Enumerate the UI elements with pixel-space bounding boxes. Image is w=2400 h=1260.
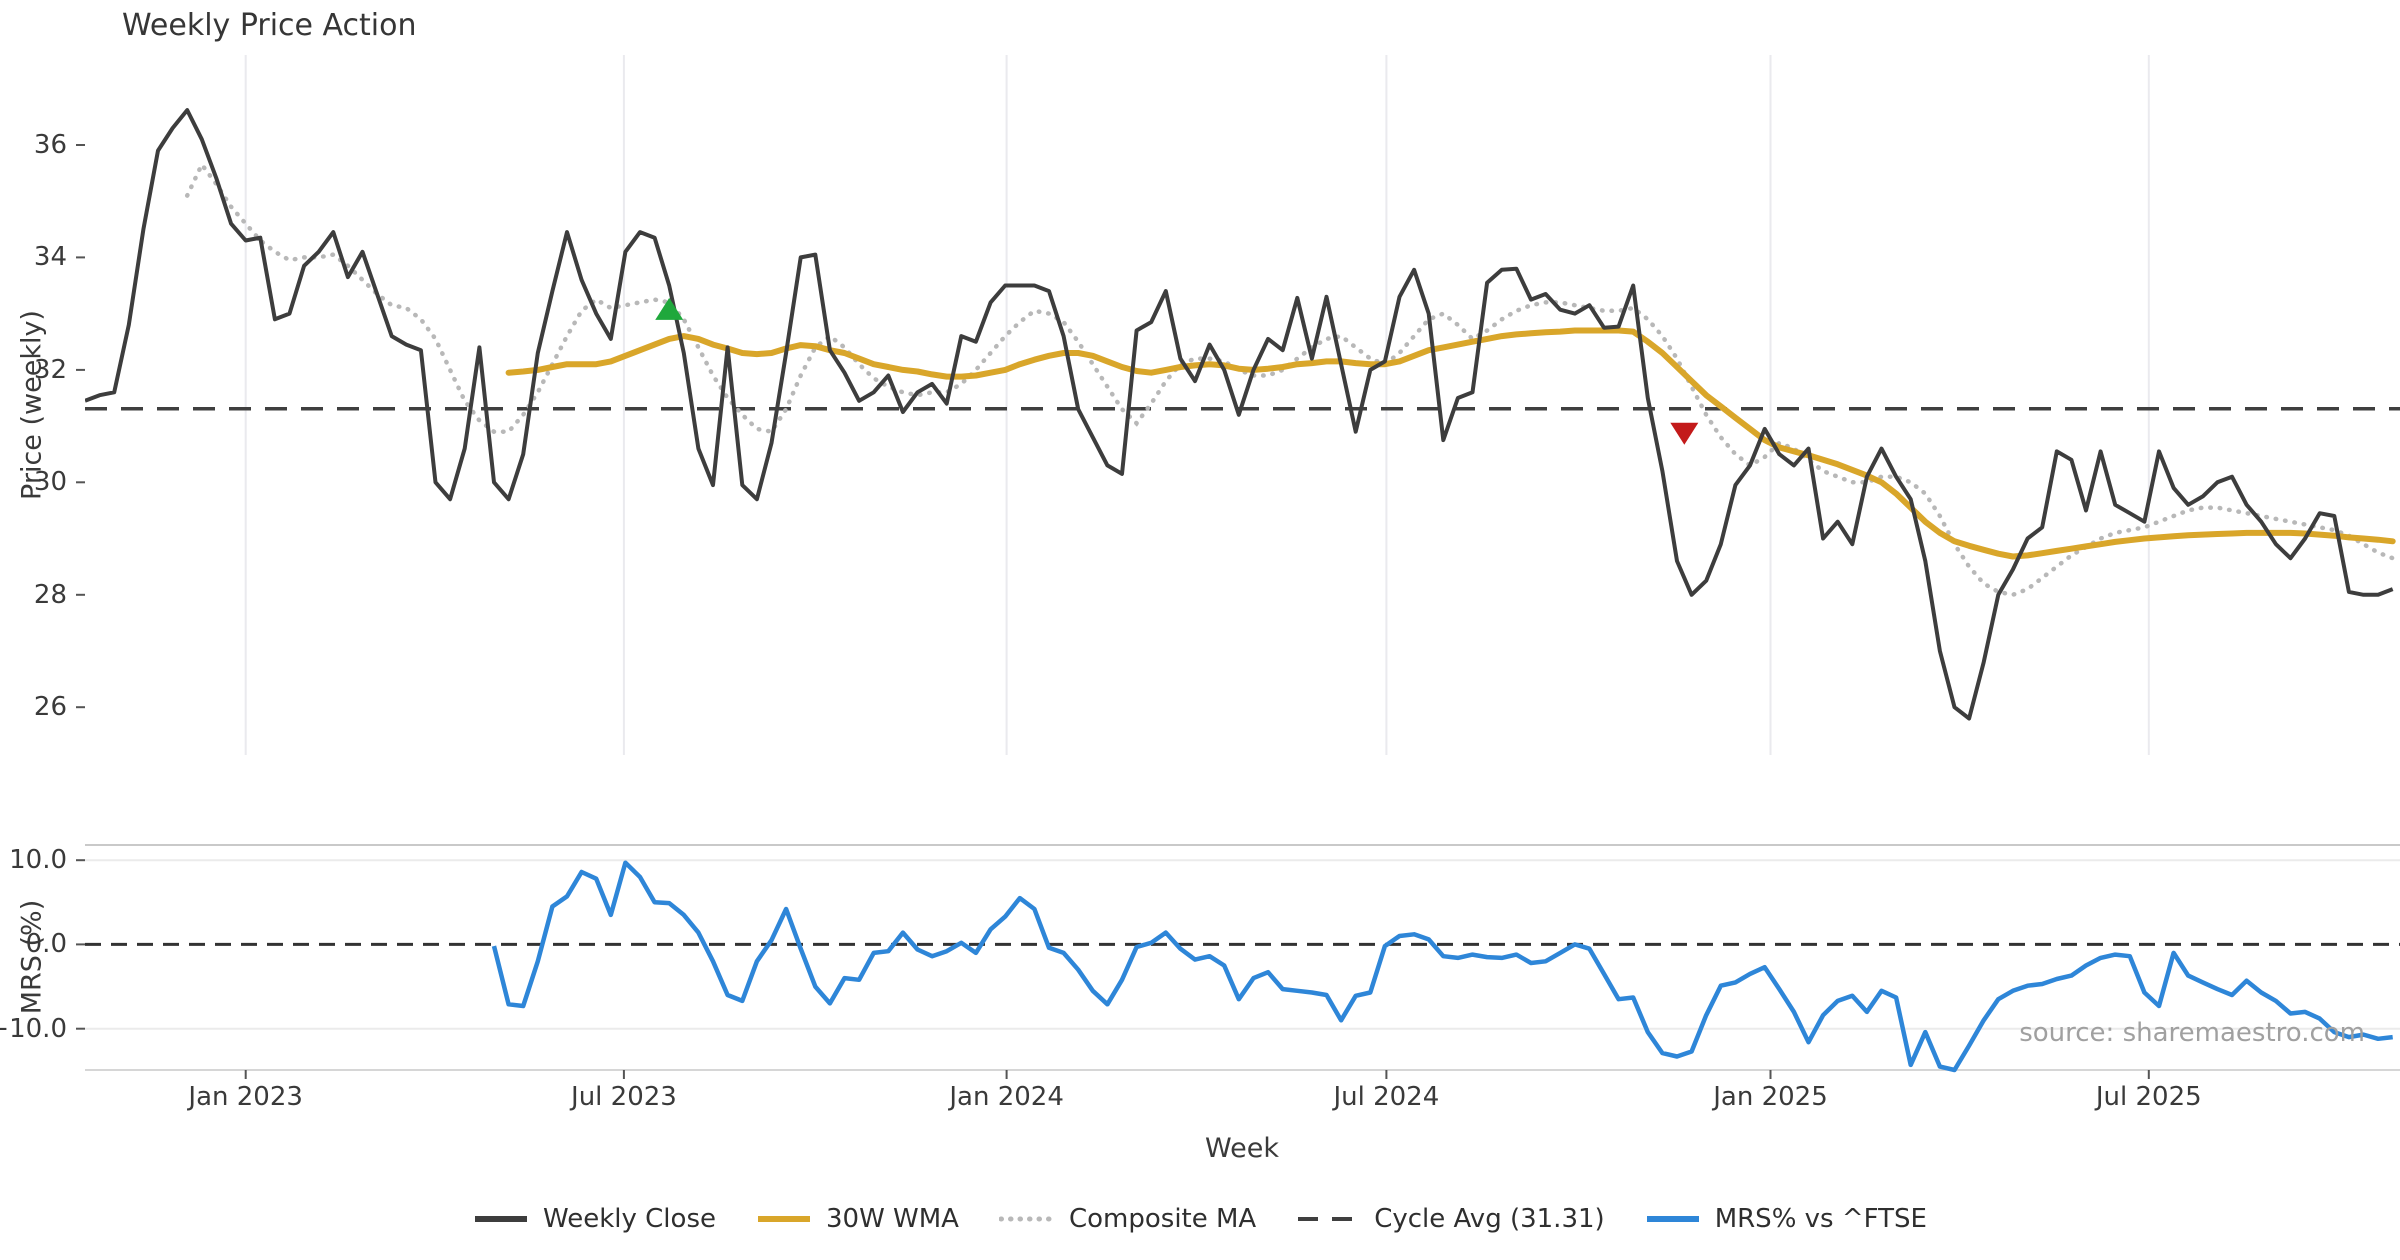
price-ytick-label: 32	[33, 354, 67, 385]
legend-label: Composite MA	[1068, 1204, 1257, 1234]
x-tick-label: Jul 2024	[1333, 1082, 1440, 1112]
chart-title: Weekly Price Action	[122, 8, 417, 43]
wma-line	[505, 327, 2396, 560]
x-tick-label: Jan 2023	[188, 1082, 303, 1112]
x-tick-label: Jan 2024	[949, 1082, 1064, 1112]
price-ytick-label: 34	[33, 242, 67, 273]
legend-item-weekly-close: Weekly Close	[473, 1204, 716, 1234]
mrs-ytick-label: 0.0	[25, 929, 67, 960]
price-ytick-label: 36	[33, 129, 67, 160]
legend-label: MRS% vs ^FTSE	[1714, 1204, 1927, 1234]
price-ytick-label: 30	[33, 467, 67, 498]
sell-marker	[1670, 422, 1699, 445]
weekly-close-line	[85, 108, 2394, 721]
price-ytick-label: 26	[33, 692, 67, 723]
mrs-swatch-icon	[1646, 1216, 1699, 1222]
buy-marker	[655, 297, 684, 320]
legend-label: Cycle Avg (31.31)	[1374, 1204, 1605, 1234]
legend-item-composite: Composite MA	[998, 1204, 1257, 1234]
legend: Weekly Close 30W WMA Composite MA Cycle …	[0, 1204, 2400, 1234]
legend-label: 30W WMA	[825, 1204, 959, 1234]
legend-item-wma: 30W WMA	[756, 1204, 959, 1234]
x-tick-label: Jan 2025	[1713, 1082, 1828, 1112]
composite-ma-line	[184, 160, 2395, 598]
mrs-ytick-label: 10.0	[9, 845, 67, 876]
cycle-avg-swatch-icon	[1298, 1217, 1359, 1221]
x-axis-label: Week	[1205, 1133, 1279, 1164]
wma-swatch-icon	[757, 1216, 810, 1222]
legend-item-cycle-avg: Cycle Avg (31.31)	[1296, 1204, 1605, 1234]
composite-swatch-icon	[998, 1216, 1055, 1222]
mrs-line	[491, 860, 2393, 1073]
x-tick-label: Jul 2025	[2095, 1082, 2202, 1112]
source-note: source: sharemaestro.com	[2019, 1018, 2365, 1048]
price-ytick-label: 28	[33, 579, 67, 610]
mrs-ytick-label: −10.0	[0, 1013, 67, 1044]
legend-item-mrs: MRS% vs ^FTSE	[1645, 1204, 1927, 1234]
x-tick-label: Jul 2023	[571, 1082, 677, 1112]
legend-label: Weekly Close	[543, 1204, 716, 1234]
weekly-close-swatch-icon	[475, 1216, 528, 1222]
